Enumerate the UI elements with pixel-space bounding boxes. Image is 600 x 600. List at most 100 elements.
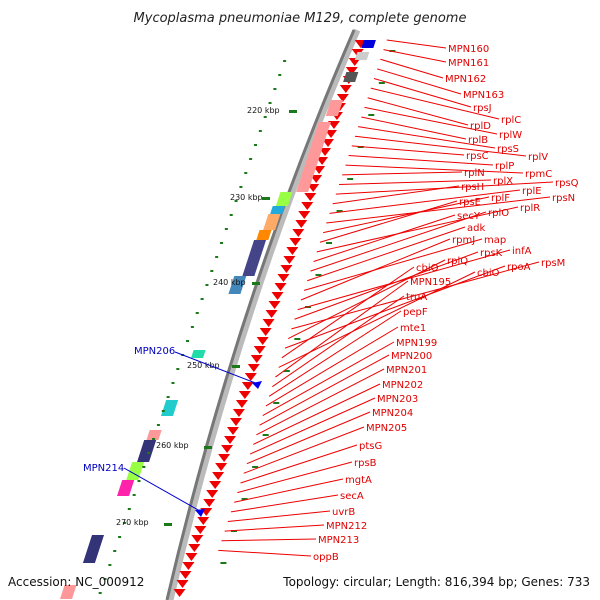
gene-label[interactable]: rpsQ [555, 178, 579, 189]
gene-label[interactable]: MPN161 [448, 58, 489, 69]
scale-tick [204, 446, 212, 449]
gene-label[interactable]: rpsH [461, 182, 484, 193]
gene-arrow [191, 535, 204, 543]
gene-arrow [307, 184, 320, 192]
gene-label[interactable]: ptsG [359, 441, 382, 452]
gene-label[interactable]: rpsS [497, 144, 519, 155]
gene-label[interactable]: MPN212 [326, 521, 367, 532]
gene-label[interactable]: rpsC [466, 151, 489, 162]
gene-arrow [265, 310, 278, 318]
gene-label[interactable]: MPN160 [448, 44, 489, 55]
gene-label[interactable]: rpmJ [452, 235, 475, 246]
gene-label[interactable]: pepF [403, 307, 428, 318]
gene-arrow [188, 544, 201, 552]
feature-box [343, 72, 359, 82]
gene-label[interactable]: rplV [528, 152, 548, 163]
gene-label[interactable]: uvrB [332, 507, 355, 518]
gene-label[interactable]: rpmC [525, 169, 552, 180]
gene-label[interactable]: cbiO [416, 263, 439, 274]
gene-label[interactable]: cbiO [477, 268, 500, 279]
gene-labels: MPN160 MPN161 MPN162 MPN163 rpsJ rplC rplD rplW… [313, 44, 579, 563]
gc-dot [152, 438, 156, 440]
backbone [165, 29, 356, 600]
gene-label[interactable]: rplP [495, 161, 514, 172]
gene-arrow [185, 553, 198, 561]
gene-label[interactable]: MPN203 [377, 394, 418, 405]
gene-label[interactable]: MPN205 [366, 423, 407, 434]
gene-label[interactable]: rplW [499, 130, 522, 141]
gene-label[interactable]: rplO [488, 208, 509, 219]
gene-label[interactable]: MPN162 [445, 74, 486, 85]
gene-connector [348, 155, 494, 166]
gene-label[interactable]: MPN213 [318, 535, 359, 546]
gene-arrow [286, 247, 299, 255]
gene-arrow [203, 499, 216, 507]
gene-label[interactable]: MPN195 [410, 277, 451, 288]
gc-dot [118, 536, 122, 538]
gene-label[interactable]: rpsE [459, 197, 481, 208]
gene-label[interactable]: rplE [522, 186, 542, 197]
gene-label[interactable]: rpsJ [473, 103, 492, 114]
feature-box [242, 240, 267, 276]
scale-label-260: 260 kbp [156, 441, 189, 450]
gene-connector [316, 206, 519, 253]
scale-tick [252, 282, 260, 285]
gc-dot [190, 326, 194, 328]
gene-connector [284, 265, 506, 349]
gene-connector [227, 510, 331, 522]
gene-label[interactable]: rplF [491, 193, 510, 204]
gene-label[interactable]: oppB [313, 552, 339, 563]
gene-label[interactable]: adk [467, 223, 485, 234]
gene-label[interactable]: secA [340, 491, 364, 502]
gc-tick [252, 466, 259, 468]
scale-label-240: 240 kbp [213, 278, 246, 287]
gene-arrow [212, 472, 225, 480]
feature-box [263, 214, 281, 230]
gene-arrow [325, 130, 337, 138]
gene-connector [358, 126, 496, 149]
gene-label[interactable]: rpsB [354, 458, 377, 469]
gene-arrow [256, 337, 269, 345]
gene-label-mpn206[interactable]: MPN206 [134, 346, 175, 357]
gene-label[interactable]: rplD [470, 121, 491, 132]
gene-label[interactable]: secY [457, 211, 481, 222]
gene-label[interactable]: rplN [464, 168, 485, 179]
gene-label[interactable]: MPN199 [396, 338, 437, 349]
gene-label[interactable]: rpsM [541, 258, 565, 269]
gene-label[interactable]: MPN163 [463, 90, 504, 101]
gene-label[interactable]: rplC [501, 115, 521, 126]
gene-arrow [319, 148, 332, 156]
gc-dot [113, 550, 117, 552]
gene-label[interactable]: rpoA [507, 262, 531, 273]
gene-arrow [221, 445, 234, 453]
gene-label[interactable]: rplQ [447, 256, 468, 267]
gc-dot [273, 88, 277, 90]
gene-connector [361, 116, 467, 140]
gene-label[interactable]: truA [406, 292, 427, 303]
gene-label-mpn214[interactable]: MPN214 [83, 463, 124, 474]
gc-dot [176, 368, 180, 370]
gene-arrow [244, 373, 257, 381]
gene-arrow [322, 139, 335, 147]
gene-label[interactable]: map [484, 235, 506, 246]
gene-label[interactable]: mte1 [400, 323, 426, 334]
mpn206-arrow [252, 381, 262, 389]
gc-dot [186, 340, 190, 342]
gene-label[interactable]: rpsK [480, 248, 503, 259]
gene-arrow [277, 274, 290, 282]
gc-dot [253, 144, 257, 146]
gene-label[interactable]: rplX [493, 176, 513, 187]
gc-tick [347, 178, 354, 180]
gene-connector [310, 211, 487, 272]
gene-label[interactable]: MPN200 [391, 351, 432, 362]
gene-label[interactable]: MPN204 [372, 408, 413, 419]
gene-label[interactable]: MPN202 [382, 380, 423, 391]
gene-label[interactable]: MPN201 [386, 365, 427, 376]
gene-label[interactable]: rpsN [552, 193, 575, 204]
map-title: Mycoplasma pneumoniae M129, complete gen… [134, 11, 467, 26]
gene-label[interactable]: infA [512, 246, 532, 257]
gene-label[interactable]: rplR [520, 203, 540, 214]
gene-label[interactable]: mgtA [345, 475, 372, 486]
gene-label[interactable]: rplB [468, 135, 488, 146]
